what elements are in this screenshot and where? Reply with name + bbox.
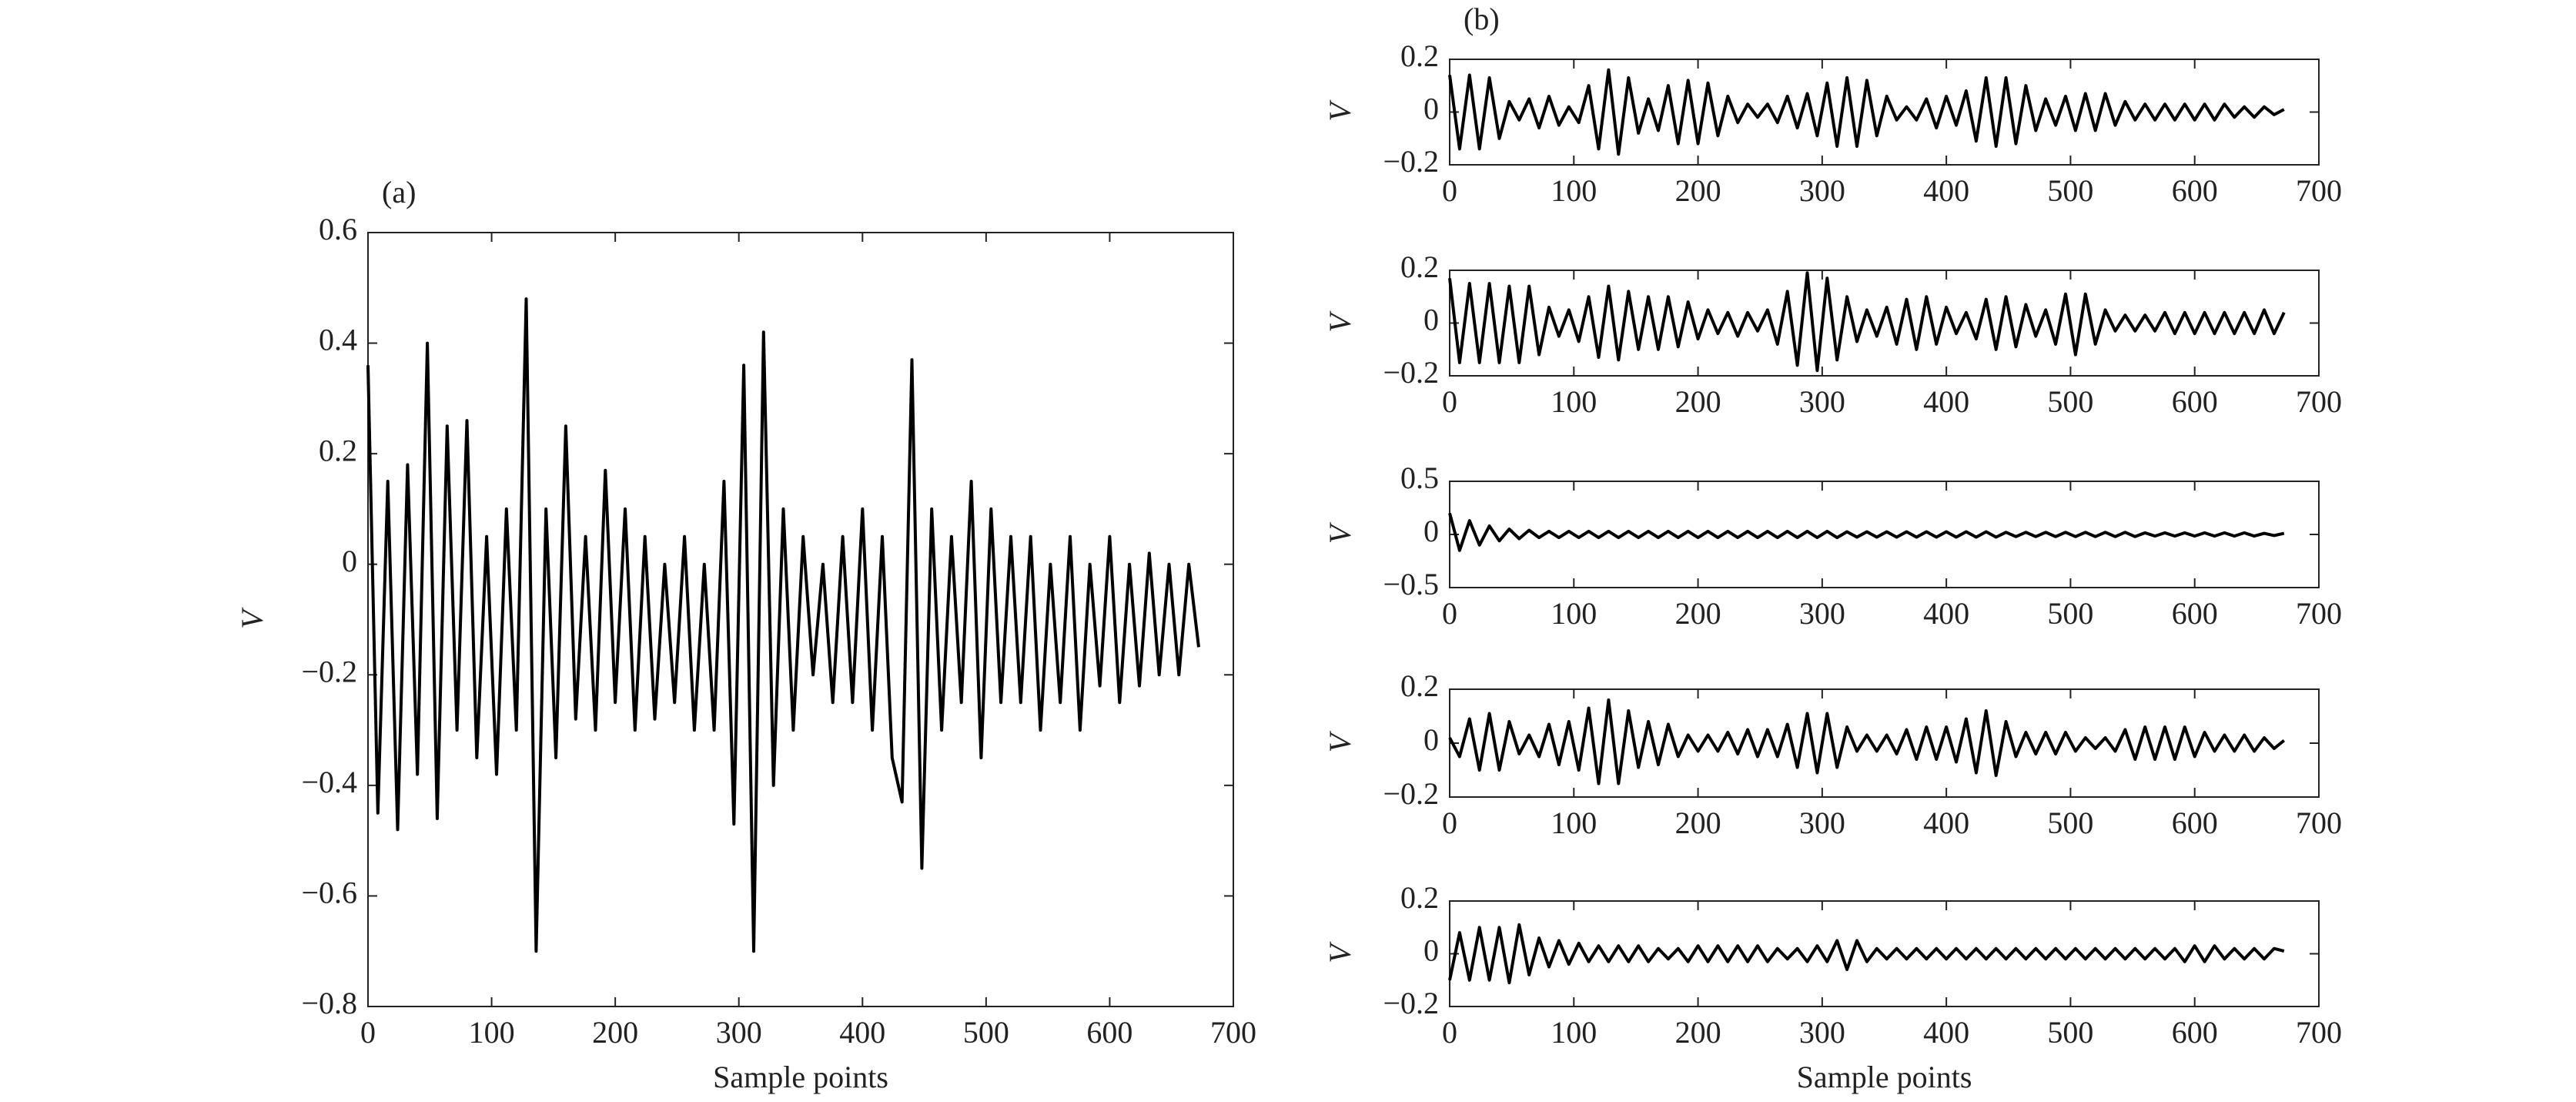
y-tick-label: 0.2 [319, 433, 357, 467]
x-tick-label: 300 [716, 1015, 762, 1050]
x-tick-label: 600 [2172, 173, 2218, 208]
panel-label: (a) [382, 175, 416, 209]
x-tick-label: 700 [2296, 596, 2342, 631]
x-tick-label: 500 [2047, 173, 2093, 208]
x-tick-label: 0 [360, 1015, 376, 1050]
x-tick-label: 200 [592, 1015, 638, 1050]
x-tick-label: 100 [1551, 173, 1597, 208]
y-tick-label: −0.2 [301, 654, 357, 688]
y-axis-label: V [235, 607, 269, 629]
y-axis-label: V [1323, 941, 1357, 963]
x-tick-label: 0 [1442, 806, 1457, 840]
y-tick-label: 0 [1423, 933, 1439, 968]
x-tick-label: 600 [2172, 596, 2218, 631]
x-tick-label: 500 [2047, 806, 2093, 840]
x-tick-label: 300 [1799, 596, 1845, 631]
signal-line [1448, 512, 2285, 552]
x-axis-label: Sample points [713, 1060, 888, 1094]
y-axis-label: V [1323, 99, 1357, 122]
y-tick-label: 0 [1423, 722, 1439, 757]
x-tick-label: 0 [1442, 173, 1457, 208]
y-tick-label: 0.2 [1400, 39, 1439, 73]
y-tick-label: −0.2 [1383, 776, 1439, 811]
y-tick-label: 0 [1423, 303, 1439, 337]
x-tick-label: 300 [1799, 173, 1845, 208]
x-axis-label: Sample points [1797, 1060, 1972, 1094]
x-tick-label: 600 [1086, 1015, 1132, 1050]
x-tick-label: 600 [2172, 384, 2218, 419]
x-tick-label: 200 [1675, 806, 1721, 840]
x-tick-label: 400 [1923, 384, 1969, 419]
y-tick-label: −0.6 [301, 876, 357, 910]
signal-line [1448, 923, 2285, 985]
x-tick-label: 500 [2047, 384, 2093, 419]
y-tick-label: −0.4 [301, 765, 357, 799]
y-tick-label: 0.2 [1400, 880, 1439, 915]
y-tick-label: 0.5 [1400, 461, 1439, 495]
x-tick-label: 200 [1675, 1015, 1721, 1050]
x-tick-label: 300 [1799, 384, 1845, 419]
x-tick-label: 400 [839, 1015, 885, 1050]
x-tick-label: 500 [2047, 596, 2093, 631]
x-tick-label: 200 [1675, 596, 1721, 631]
y-tick-label: −0.8 [301, 986, 357, 1020]
x-tick-label: 400 [1923, 173, 1969, 208]
x-tick-label: 0 [1442, 384, 1457, 419]
y-axis-label: V [1323, 521, 1357, 544]
x-tick-label: 300 [1799, 1015, 1845, 1050]
x-tick-label: 700 [2296, 1015, 2342, 1050]
y-tick-label: 0.6 [319, 212, 357, 246]
y-tick-label: 0.4 [319, 323, 357, 357]
x-tick-label: 500 [2047, 1015, 2093, 1050]
x-tick-label: 200 [1675, 384, 1721, 419]
y-tick-label: 0 [342, 544, 357, 578]
y-tick-label: 0.2 [1400, 250, 1439, 284]
x-tick-label: 100 [1551, 384, 1597, 419]
x-tick-label: 500 [963, 1015, 1009, 1050]
x-tick-label: 100 [1551, 1015, 1597, 1050]
x-tick-label: 100 [1551, 596, 1597, 631]
y-axis-label: V [1323, 730, 1357, 752]
y-tick-label: −0.5 [1383, 567, 1439, 601]
y-tick-label: 0 [1423, 514, 1439, 548]
x-tick-label: 700 [2296, 806, 2342, 840]
x-tick-label: 400 [1923, 596, 1969, 631]
axes-frame [1449, 688, 2320, 798]
x-tick-label: 100 [469, 1015, 515, 1050]
x-tick-label: 400 [1923, 806, 1969, 840]
y-axis-label: V [1323, 310, 1357, 333]
y-tick-label: −0.2 [1383, 355, 1439, 390]
x-tick-label: 600 [2172, 1015, 2218, 1050]
x-tick-label: 600 [2172, 806, 2218, 840]
x-tick-label: 700 [1210, 1015, 1256, 1050]
x-tick-label: 300 [1799, 806, 1845, 840]
x-tick-label: 0 [1442, 1015, 1457, 1050]
x-tick-label: 0 [1442, 596, 1457, 631]
x-tick-label: 700 [2296, 384, 2342, 419]
signal-line [366, 297, 1200, 953]
y-tick-label: −0.2 [1383, 144, 1439, 179]
x-tick-label: 700 [2296, 173, 2342, 208]
y-tick-label: 0 [1423, 92, 1439, 126]
signal-line [1448, 68, 2285, 156]
panel-label: (b) [1464, 2, 1500, 36]
signal-line [1448, 698, 2286, 785]
y-tick-label: −0.2 [1383, 986, 1439, 1020]
x-tick-label: 100 [1551, 806, 1597, 840]
x-tick-label: 200 [1675, 173, 1721, 208]
signal-line [1448, 271, 2286, 373]
y-tick-label: 0.2 [1400, 668, 1439, 703]
x-tick-label: 400 [1923, 1015, 1969, 1050]
